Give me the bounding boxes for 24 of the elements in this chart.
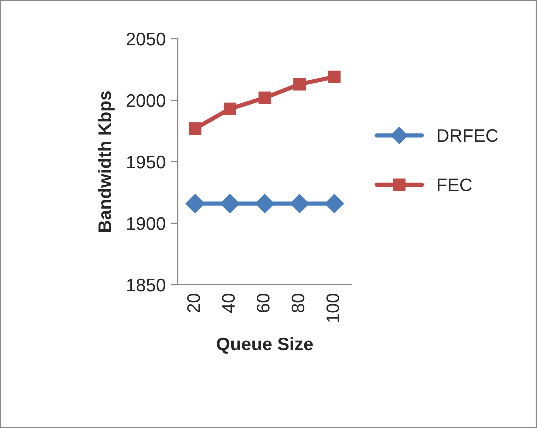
point <box>255 194 275 214</box>
x-tick-label: 100 <box>326 294 340 322</box>
x-tick-label: 80 <box>292 294 305 313</box>
point <box>294 78 306 91</box>
point <box>290 194 310 214</box>
point <box>186 194 206 214</box>
point <box>189 122 202 136</box>
y-tick-label: 1850 <box>127 278 166 292</box>
y-tick-label: 2050 <box>126 32 166 46</box>
x-tick-label: 40 <box>222 294 236 313</box>
point <box>324 194 344 214</box>
point <box>224 102 236 116</box>
x-tick-label: 60 <box>257 294 270 312</box>
y-tick-label: 1950 <box>127 156 166 169</box>
point <box>328 70 341 84</box>
point <box>258 92 272 104</box>
legend-label: FEC <box>438 178 472 192</box>
legend-label: DRFEC <box>438 129 498 142</box>
x-tick-label: 20 <box>187 294 200 313</box>
point <box>220 194 240 214</box>
y-tick-label: 1900 <box>127 217 166 230</box>
y-tick-label: 2000 <box>126 94 166 108</box>
x-axis-title: Queue Size <box>217 337 314 354</box>
y-axis-title: Bandwidth Kbps <box>98 92 115 232</box>
